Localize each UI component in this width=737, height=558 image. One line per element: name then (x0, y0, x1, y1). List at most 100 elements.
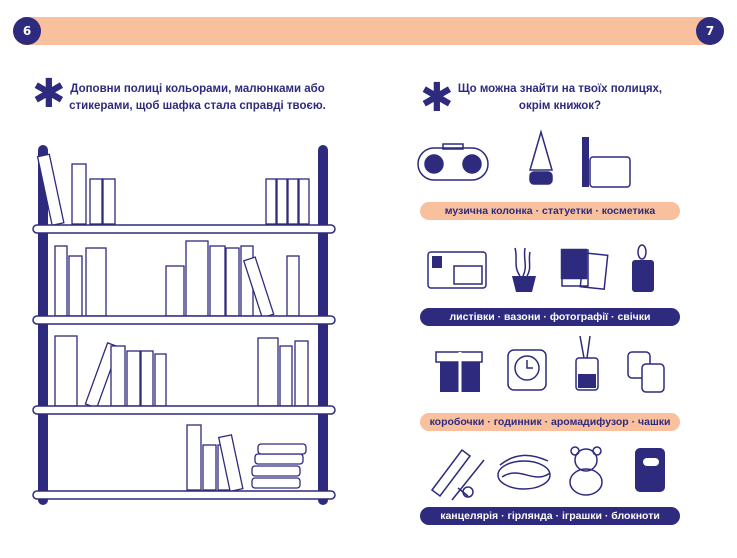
book (185, 240, 209, 317)
photos-icon (559, 247, 609, 290)
question-line: окрім книжок? (518, 100, 602, 112)
book (102, 178, 116, 225)
shape (514, 355, 540, 381)
stacked-book (257, 443, 307, 455)
right-page-number: 7 (696, 17, 724, 45)
shape (561, 249, 589, 287)
stacked-book (254, 453, 304, 465)
book (54, 335, 78, 407)
shape (499, 454, 551, 478)
items-label-2: листівки · вазони · фотографії · свічки (420, 308, 680, 326)
candle-icon (632, 244, 654, 292)
book (298, 178, 310, 225)
shape (579, 335, 591, 359)
figurine-tree-icon (529, 129, 553, 185)
shape (514, 247, 531, 277)
clock-icon (507, 349, 547, 391)
shape (529, 129, 553, 171)
book (165, 265, 185, 317)
book (54, 245, 68, 317)
cups-icon (627, 351, 665, 393)
shape (643, 458, 659, 466)
gift-box-icon (435, 351, 483, 392)
book (209, 245, 226, 317)
shelf-board (32, 224, 336, 234)
shape (589, 156, 631, 188)
book (287, 178, 299, 225)
plant-pot-icon (512, 247, 536, 292)
book (257, 337, 279, 407)
shape (417, 147, 489, 181)
items-illustrations (417, 129, 665, 501)
notebook-icon (635, 448, 665, 492)
shape (574, 448, 598, 472)
teddy-bear-icon (569, 446, 603, 496)
book (71, 163, 87, 225)
book (186, 424, 202, 491)
shape (575, 357, 599, 391)
shape (637, 244, 647, 260)
instruction-line: стикерами, щоб шафка стала справді твоєю… (69, 100, 326, 112)
shape (507, 349, 547, 391)
aroma-diffuser-icon (575, 335, 599, 391)
shelf-board (32, 315, 336, 325)
items-label-3: коробочки · годинник · аромадифузор · ча… (420, 413, 680, 431)
book (89, 178, 103, 225)
book (36, 153, 65, 227)
shape (592, 446, 602, 456)
book (140, 350, 154, 407)
book (154, 353, 167, 407)
items-label-1: музична колонка · статуетки · косметика (420, 202, 680, 220)
shape (578, 374, 596, 388)
shape (582, 137, 589, 187)
shape (427, 251, 487, 289)
book (286, 255, 300, 317)
shape (497, 460, 551, 490)
book (217, 434, 244, 493)
shape (565, 253, 585, 277)
shape (512, 276, 536, 292)
shelf-board (32, 490, 336, 500)
asterisk-icon: ✱ (420, 75, 454, 121)
asterisk-icon: ✱ (32, 71, 66, 117)
shape (453, 265, 483, 285)
shape (462, 154, 482, 174)
question-line: Що можна знайти на твоїх полицях, (457, 83, 663, 95)
book (110, 345, 126, 407)
right-question: Що можна знайти на твоїх полицях, окрім … (440, 81, 680, 115)
items-label-4: канцелярія · гірлянда · іграшки · блокно… (420, 507, 680, 525)
stacked-book (251, 477, 301, 489)
book (85, 247, 107, 317)
shape (529, 171, 553, 185)
cosmetics-icon (582, 137, 631, 188)
book (202, 444, 217, 491)
bookshelf-illustration (32, 145, 336, 505)
shelf-board (32, 405, 336, 415)
shape (430, 448, 485, 501)
header-bar (22, 17, 712, 45)
shape (432, 256, 442, 268)
book (225, 247, 240, 317)
shape (632, 260, 654, 292)
instruction-line: Доповни полиці кольорами, малюнками або (70, 83, 325, 95)
shape (462, 486, 474, 498)
shape (526, 360, 533, 369)
postcard-icon (427, 251, 487, 289)
book (276, 178, 288, 225)
book (279, 345, 293, 407)
book (294, 340, 309, 407)
left-page-number: 6 (13, 17, 41, 45)
stacked-book (251, 465, 301, 477)
left-instruction: Доповни полиці кольорами, малюнками або … (60, 81, 335, 115)
shape (635, 448, 665, 492)
shape (424, 154, 444, 174)
shape (569, 468, 603, 496)
book (265, 178, 277, 225)
shape (641, 363, 665, 393)
shelf-post-left (38, 145, 48, 505)
garland-icon (497, 454, 551, 490)
book (126, 350, 141, 407)
shape (442, 143, 464, 150)
shelf-post-right (318, 145, 328, 505)
